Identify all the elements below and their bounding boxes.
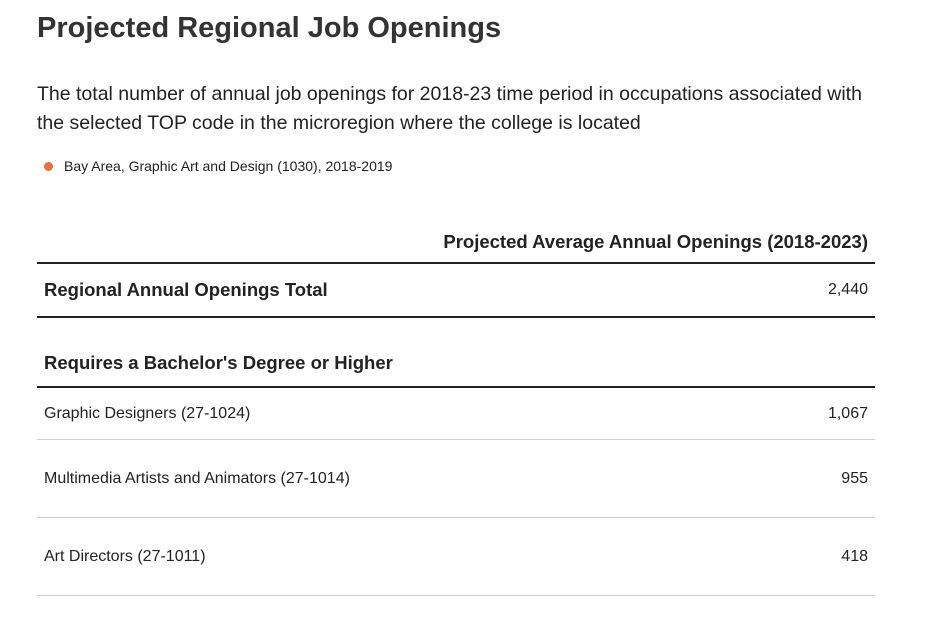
openings: 955 — [841, 469, 868, 487]
openings: 418 — [841, 547, 868, 565]
total-label: Regional Annual Openings Total — [44, 279, 328, 300]
table: Projected Average Annual Openings (2018-… — [37, 222, 875, 596]
section-header: Requires a Bachelor's Degree or Higher — [37, 318, 875, 388]
openings: 1,067 — [827, 404, 868, 422]
column-header: Projected Average Annual Openings (2018-… — [37, 222, 875, 264]
total-row: Regional Annual Openings Total 2,440 — [37, 264, 875, 318]
legend-dot — [44, 161, 53, 171]
occupation: Graphic Designers (27-1024) — [44, 404, 251, 422]
table-row: Art Directors (27-1011) 418 — [37, 518, 875, 596]
table-row: Multimedia Artists and Animators (27-101… — [37, 440, 875, 518]
rows: Graphic Designers (27-1024) 1,067 Multimed… — [37, 388, 875, 596]
title: Projected Regional Job Openings — [37, 12, 502, 44]
total-value: 2,440 — [827, 281, 868, 298]
legend: Bay Area, Graphic Art and Design (1030),… — [44, 158, 392, 174]
legend-label: Bay Area, Graphic Art and Design (1030),… — [64, 158, 393, 174]
table-row: Graphic Designers (27-1024) 1,067 — [37, 388, 875, 440]
description: The total number of annual job openings … — [37, 83, 862, 134]
occupation: Multimedia Artists and Animators (27-101… — [44, 469, 350, 487]
occupation: Art Directors (27-1011) — [44, 547, 206, 565]
